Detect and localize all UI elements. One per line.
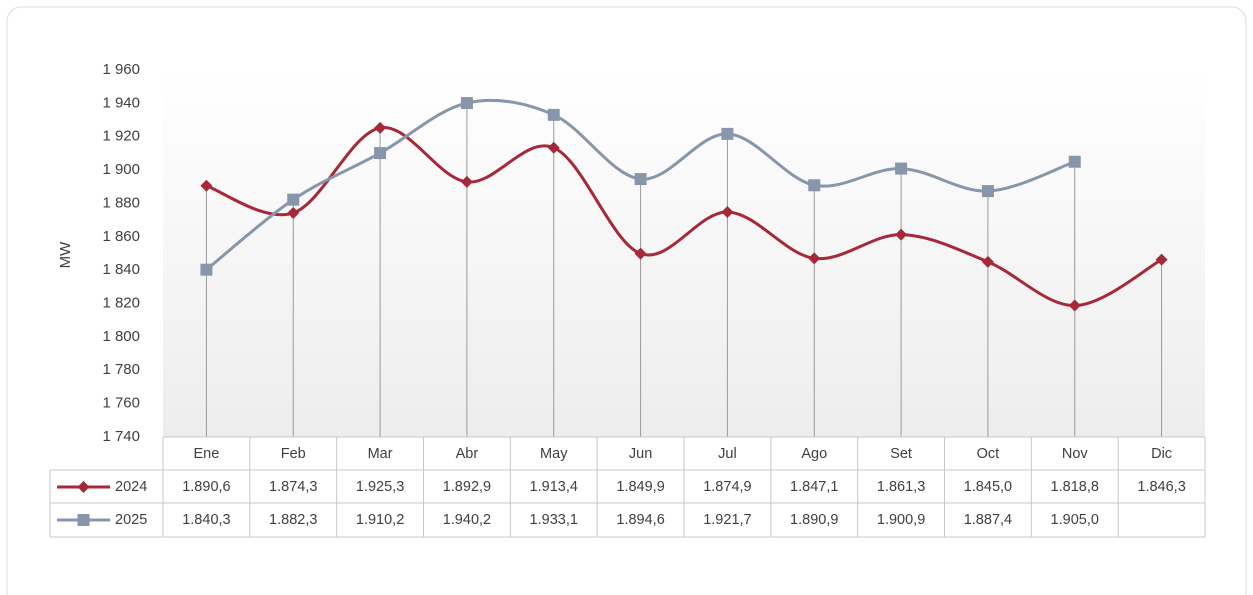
x-tick-label: Feb bbox=[281, 446, 306, 462]
table-value: 1.840,3 bbox=[182, 512, 230, 528]
table-value: 1.890,6 bbox=[182, 479, 230, 495]
x-tick-label: Nov bbox=[1062, 446, 1089, 462]
table-value: 1.892,9 bbox=[443, 479, 491, 495]
marker bbox=[981, 255, 994, 268]
x-tick-label: Ago bbox=[801, 446, 827, 462]
table-value: 1.874,3 bbox=[269, 479, 317, 495]
marker bbox=[460, 175, 473, 188]
y-tick-label: 1 960 bbox=[102, 61, 140, 78]
marker bbox=[374, 121, 387, 134]
table-value: 1.861,3 bbox=[877, 479, 925, 495]
marker bbox=[1068, 155, 1081, 168]
marker bbox=[200, 263, 213, 276]
table-value: 1.925,3 bbox=[356, 479, 404, 495]
marker bbox=[634, 247, 647, 260]
x-tick-label: Set bbox=[890, 446, 912, 462]
table-value: 1.882,3 bbox=[269, 512, 317, 528]
y-tick-label: 1 860 bbox=[102, 228, 140, 245]
marker bbox=[200, 179, 213, 192]
marker bbox=[460, 97, 473, 110]
table-value: 1.913,4 bbox=[530, 479, 578, 495]
table-value: 1.887,4 bbox=[964, 512, 1012, 528]
table-value: 1.890,9 bbox=[790, 512, 838, 528]
x-tick-label: Jul bbox=[718, 446, 737, 462]
y-tick-label: 1 840 bbox=[102, 261, 140, 278]
marker bbox=[374, 147, 387, 160]
y-tick-label: 1 880 bbox=[102, 194, 140, 211]
table-value: 1.818,8 bbox=[1051, 479, 1099, 495]
table-value: 1.894,6 bbox=[616, 512, 664, 528]
table-value: 1.847,1 bbox=[790, 479, 838, 495]
x-tick-label: May bbox=[540, 446, 568, 462]
x-tick-label: Mar bbox=[368, 446, 393, 462]
marker bbox=[287, 193, 300, 206]
table-value: 1.845,0 bbox=[964, 479, 1012, 495]
marker bbox=[1155, 253, 1168, 266]
table-value: 1.940,2 bbox=[443, 512, 491, 528]
marker bbox=[808, 179, 821, 192]
marker bbox=[808, 252, 821, 265]
marker bbox=[547, 141, 560, 154]
y-tick-label: 1 800 bbox=[102, 328, 140, 345]
marker bbox=[721, 127, 734, 140]
marker bbox=[77, 481, 90, 493]
marker bbox=[721, 205, 734, 218]
table-value: 1.874,9 bbox=[703, 479, 751, 495]
marker bbox=[895, 162, 908, 175]
legend-label: 2024 bbox=[115, 479, 147, 495]
y-tick-label: 1 740 bbox=[102, 428, 140, 445]
table-value: 1.900,9 bbox=[877, 512, 925, 528]
x-tick-label: Ene bbox=[194, 446, 220, 462]
table-value: 1.849,9 bbox=[616, 479, 664, 495]
table-value: 1.933,1 bbox=[530, 512, 578, 528]
x-tick-label: Dic bbox=[1151, 446, 1172, 462]
y-tick-label: 1 920 bbox=[102, 128, 140, 145]
table-value: 1.846,3 bbox=[1137, 479, 1185, 495]
table-value: 1.905,0 bbox=[1051, 512, 1099, 528]
marker bbox=[77, 514, 90, 526]
x-tick-label: Oct bbox=[977, 446, 1000, 462]
series-line bbox=[205, 126, 1163, 308]
x-tick-label: Abr bbox=[456, 446, 479, 462]
legend-label: 2025 bbox=[115, 512, 147, 528]
plot-area bbox=[163, 70, 1205, 437]
y-tick-label: 1 820 bbox=[102, 295, 140, 312]
marker bbox=[895, 228, 908, 241]
x-tick-label: Jun bbox=[629, 446, 652, 462]
marker bbox=[547, 108, 560, 121]
table-value: 1.910,2 bbox=[356, 512, 404, 528]
marker bbox=[981, 185, 994, 198]
y-tick-label: 1 900 bbox=[102, 161, 140, 178]
marker bbox=[287, 206, 300, 219]
marker bbox=[1068, 299, 1081, 312]
y-axis-label: MW bbox=[57, 241, 74, 268]
y-tick-label: 1 760 bbox=[102, 395, 140, 412]
y-tick-label: 1 780 bbox=[102, 361, 140, 378]
y-tick-label: 1 940 bbox=[102, 94, 140, 111]
table-value: 1.921,7 bbox=[703, 512, 751, 528]
marker bbox=[634, 173, 647, 186]
